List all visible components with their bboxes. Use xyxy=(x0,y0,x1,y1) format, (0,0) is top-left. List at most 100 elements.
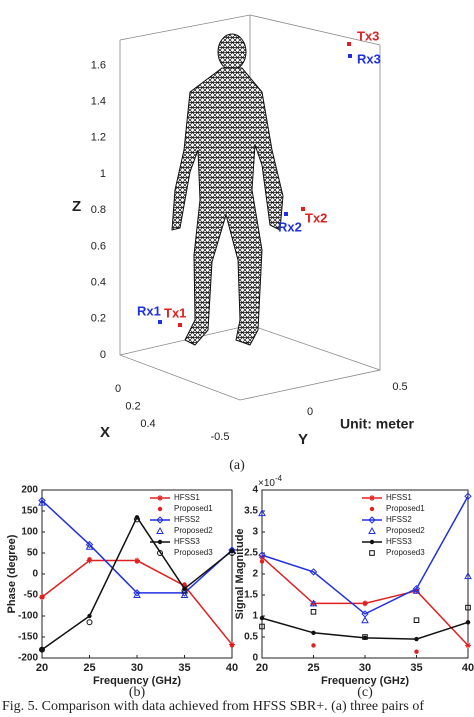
y-tick-label: -200 xyxy=(18,653,38,664)
marker xyxy=(309,599,318,607)
marker xyxy=(157,539,163,545)
y-tick-label: 0.5 xyxy=(244,632,258,643)
legend-label: HFSS1 xyxy=(174,493,200,502)
marker xyxy=(229,643,235,648)
y-tick-label: 1.5 xyxy=(244,590,258,601)
x-tick-label: 20 xyxy=(36,662,48,674)
y-tick-label: 4 xyxy=(252,485,258,496)
marker xyxy=(39,594,45,600)
marker xyxy=(134,516,140,523)
point xyxy=(348,54,352,58)
y-tick-label: -150 xyxy=(18,632,38,643)
legend-label: HFSS1 xyxy=(386,493,412,502)
x-tick-label: 40 xyxy=(226,662,238,674)
chart: -200 -150 -100 -50 0 50 100 150 200 20 25 30 35 40 Fre… xyxy=(6,485,238,701)
marker xyxy=(310,600,317,607)
x-tick-label: 30 xyxy=(131,662,143,674)
marker xyxy=(85,540,94,549)
marker xyxy=(465,604,471,611)
marker xyxy=(413,617,420,624)
point xyxy=(301,207,305,211)
series-line xyxy=(41,515,233,651)
legend-label: HFSS3 xyxy=(174,537,200,546)
marker xyxy=(309,568,318,576)
y-tick-label: 100 xyxy=(21,527,38,538)
z-tick-label: 1.6 xyxy=(91,59,106,71)
legend-label: Proposed1 xyxy=(174,504,213,513)
panel-caption: (c) xyxy=(357,685,373,700)
point xyxy=(347,42,351,46)
marker xyxy=(465,620,471,625)
marker xyxy=(258,551,266,559)
legend-label: HFSS3 xyxy=(386,537,412,546)
marker xyxy=(369,550,375,556)
z-tick-label: 0.4 xyxy=(91,277,106,289)
panel-caption: (b) xyxy=(129,685,146,700)
x-tick-label: 0.4 xyxy=(140,418,155,430)
marker xyxy=(87,557,92,562)
marker xyxy=(156,526,164,534)
marker xyxy=(182,582,187,587)
z-tick-label: 1.4 xyxy=(91,96,106,108)
y-tick-label: 0 xyxy=(32,569,38,580)
marker xyxy=(181,587,188,594)
marker xyxy=(38,496,46,505)
marker xyxy=(87,613,92,619)
point xyxy=(284,212,288,216)
x-tick-label: 35 xyxy=(178,662,190,674)
marker xyxy=(134,559,140,564)
y-tick-label: 50 xyxy=(27,548,39,559)
x-tick-label: 25 xyxy=(307,662,319,674)
marker xyxy=(465,642,471,649)
x-axis-label: Frequency (GHz) xyxy=(321,675,409,687)
y-tick-label: 3.5 xyxy=(244,506,258,517)
marker xyxy=(180,590,189,598)
marker xyxy=(369,506,375,512)
marker xyxy=(259,554,265,561)
y-tick-label: 0.5 xyxy=(392,381,407,393)
marker xyxy=(361,616,369,624)
marker xyxy=(369,539,375,545)
multiplier-base: ×10 xyxy=(258,478,275,489)
point-label: Rx2 xyxy=(278,219,302,234)
marker xyxy=(413,587,420,594)
z-tick-label: 1.2 xyxy=(91,132,106,144)
axis-multiplier: ×10-4 xyxy=(258,474,283,489)
y-tick-label: 0 xyxy=(252,653,258,664)
x-tick-label: 30 xyxy=(359,662,371,674)
marker xyxy=(311,630,316,635)
unit-label: Unit: meter xyxy=(340,416,414,432)
marker xyxy=(362,601,368,606)
marker xyxy=(38,498,46,506)
multiplier-exponent: -4 xyxy=(275,474,283,483)
x-tick-label: 40 xyxy=(462,662,474,674)
marker xyxy=(157,495,163,501)
y-tick-label: -0.5 xyxy=(211,431,230,443)
marker xyxy=(39,647,45,652)
axis-label: X xyxy=(100,424,110,441)
axis-label: Y xyxy=(298,431,308,448)
z-tick-label: 1 xyxy=(100,168,106,180)
marker xyxy=(368,516,376,524)
series-line xyxy=(261,495,469,615)
marker xyxy=(412,584,421,593)
marker xyxy=(368,526,376,534)
legend-label: Proposed1 xyxy=(386,504,425,513)
legend-label: Proposed3 xyxy=(386,548,425,557)
marker xyxy=(156,516,164,524)
z-tick-label: 0.6 xyxy=(91,240,106,252)
marker xyxy=(39,646,45,653)
panel-a: 00.20.40.60.811.21.41.600.20.4-0.500.5 Z… xyxy=(72,14,414,473)
y-tick-label: 150 xyxy=(21,506,38,517)
marker xyxy=(157,506,163,512)
y-tick-label: -100 xyxy=(18,611,38,622)
figure-caption: Fig. 5. Comparison with data achieved fr… xyxy=(2,699,424,714)
series-line xyxy=(41,499,233,594)
marker xyxy=(157,550,163,556)
panel-caption: (a) xyxy=(229,458,245,473)
point-label: Tx2 xyxy=(305,210,327,225)
y-axis-label: Signal Magnitude xyxy=(234,528,246,619)
y-axis-label: Phase (degree) xyxy=(6,534,18,613)
legend-label: HFSS2 xyxy=(174,515,200,524)
marker xyxy=(414,636,419,642)
